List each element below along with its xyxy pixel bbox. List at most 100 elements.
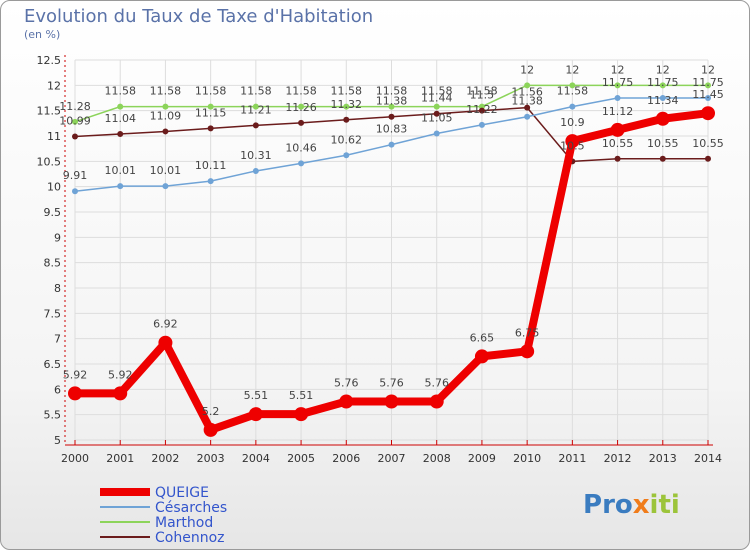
data-label-marthod: 11.58 (421, 85, 453, 98)
point-cesarches (252, 167, 259, 174)
data-label-cesarches: 10.01 (150, 164, 182, 177)
logo-letter: o (614, 490, 633, 520)
point-queige (565, 134, 580, 149)
data-label-cesarches: 10.62 (331, 133, 363, 146)
y-tick-label: 7.5 (44, 307, 62, 320)
data-label-queige: 11.34 (647, 94, 679, 107)
data-label-cohennoz: 11.15 (195, 106, 227, 119)
y-tick-label: 9.5 (44, 206, 62, 219)
data-label-queige: 6.92 (153, 318, 178, 331)
point-marthod (343, 103, 350, 110)
x-tick-label: 2003 (197, 452, 225, 465)
point-cohennoz (388, 113, 395, 120)
data-label-marthod: 11.58 (331, 85, 363, 98)
data-label-cohennoz: 11.21 (240, 103, 272, 116)
point-queige (610, 122, 625, 137)
point-queige (429, 394, 444, 409)
point-cohennoz (72, 133, 78, 140)
series-layer (68, 82, 715, 437)
y-tick-label: 8 (54, 282, 61, 295)
data-label-marthod: 11.58 (104, 85, 136, 98)
chart-subtitle: (en %) (24, 28, 61, 41)
point-queige (520, 344, 535, 359)
data-label-marthod: 11.58 (195, 85, 227, 98)
x-tick-label: 2006 (332, 452, 360, 465)
data-label-marthod: 11.58 (150, 85, 182, 98)
point-marthod (117, 103, 124, 110)
logo-letter: r (602, 490, 615, 520)
y-tick-label: 10.5 (37, 155, 62, 168)
point-cohennoz (162, 128, 169, 135)
y-tick-label: 6 (54, 383, 61, 396)
point-cesarches (705, 95, 711, 101)
data-label-queige: 5.2 (202, 405, 220, 418)
x-tick-label: 2014 (694, 452, 722, 465)
point-cesarches (207, 178, 214, 185)
point-queige (655, 111, 670, 126)
y-tick-label: 12.5 (37, 54, 62, 67)
point-cesarches (343, 152, 350, 159)
y-tick-label: 9 (54, 231, 61, 244)
data-label-cohennoz: 11.44 (421, 92, 453, 105)
data-label-cohennoz: 10.99 (59, 115, 91, 128)
data-label-queige: 10.9 (560, 116, 585, 129)
data-label-marthod: 11.28 (59, 100, 91, 113)
axes: 5 5.5 6 6.5 7 7.5 8 8.5 9 9.5 10 10.5 11 11.5 12 12.5 20… (37, 54, 723, 465)
y-tick-label: 10 (47, 181, 61, 194)
x-tick-label: 2009 (468, 452, 496, 465)
point-marthod (252, 103, 259, 110)
point-queige (248, 407, 263, 422)
logo-letter: i (670, 490, 680, 520)
point-marthod (162, 103, 169, 110)
x-tick-label: 2007 (378, 452, 406, 465)
point-marthod (388, 103, 395, 110)
x-tick-label: 2011 (558, 452, 586, 465)
data-label-queige: 5.76 (334, 376, 359, 389)
data-label-cesarches: 11.75 (692, 76, 724, 89)
point-marthod (614, 82, 621, 89)
data-label-queige: 5.51 (244, 389, 269, 402)
proxiti-logo: Proxiti (583, 490, 680, 520)
point-cohennoz (478, 107, 485, 114)
data-label-cesarches: 10.83 (376, 123, 408, 136)
point-cohennoz (343, 116, 350, 123)
data-label-marthod: 12 (701, 63, 715, 76)
logo-letter: x (632, 490, 650, 520)
point-marthod (207, 103, 214, 110)
x-tick-label: 2001 (106, 452, 134, 465)
data-label-marthod: 12 (611, 63, 625, 76)
y-tick-label: 12 (47, 79, 61, 92)
data-label-cohennoz: 11.26 (285, 101, 317, 114)
y-tick-label: 6.5 (44, 358, 62, 371)
data-label-queige: 5.92 (108, 368, 133, 381)
data-label-queige: 6.75 (515, 326, 540, 339)
logo-letter: i (649, 490, 659, 520)
logo-letter: t (658, 490, 671, 520)
legend-label-marthod: Marthod (155, 515, 213, 531)
point-cesarches (298, 160, 305, 167)
data-label-marthod: 12 (520, 63, 534, 76)
point-cesarches (569, 103, 576, 110)
data-label-cohennoz: 11.04 (104, 112, 136, 125)
point-cesarches (117, 183, 124, 190)
data-label-cohennoz: 10.55 (602, 137, 634, 150)
point-marthod (524, 82, 531, 89)
point-cohennoz (614, 155, 621, 162)
data-label-queige: 5.92 (63, 368, 88, 381)
x-tick-label: 2002 (151, 452, 179, 465)
point-queige (339, 394, 354, 409)
point-cohennoz (298, 119, 305, 126)
point-queige (384, 394, 399, 409)
data-label-queige: 11.12 (602, 105, 634, 118)
data-label-cesarches: 11.58 (557, 85, 589, 98)
data-label-queige: 5.76 (424, 376, 449, 389)
legend-label-cesarches: Césarches (155, 500, 227, 516)
data-label-cesarches: 11.22 (466, 103, 498, 116)
point-cohennoz (207, 125, 214, 132)
point-queige (158, 335, 173, 350)
data-label-queige: 11.45 (692, 88, 724, 101)
x-tick-label: 2012 (604, 452, 632, 465)
point-cohennoz (433, 110, 440, 117)
data-label-cesarches: 10.11 (195, 159, 227, 172)
